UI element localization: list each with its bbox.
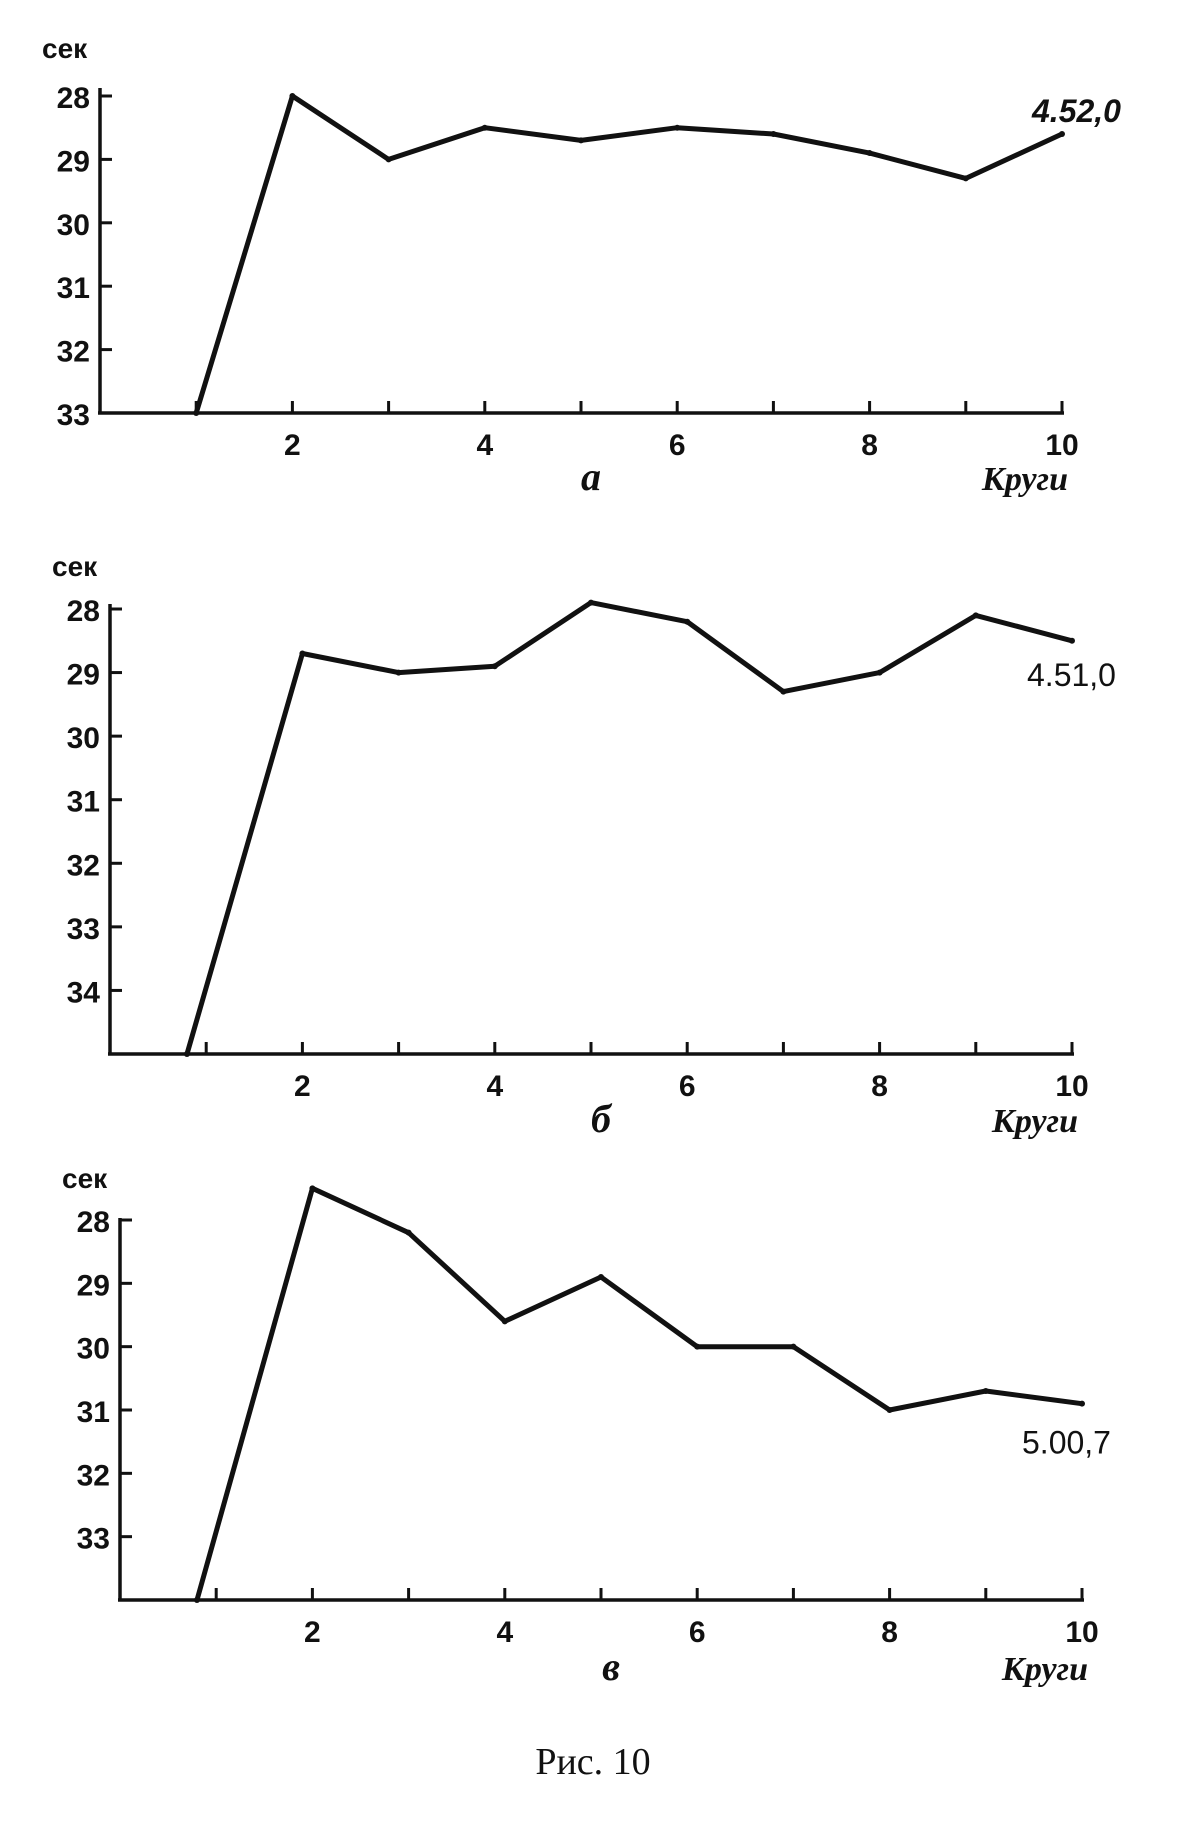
x-tick-label: 10 [1045, 429, 1078, 462]
data-point [886, 1407, 893, 1413]
x-tick-label: 8 [881, 1616, 898, 1649]
data-point [790, 1343, 797, 1350]
data-point [866, 150, 873, 157]
end-label: 4.52,0 [1031, 93, 1121, 129]
figure-caption: Рис. 10 [535, 1741, 651, 1783]
y-tick-label: 31 [57, 272, 90, 305]
x-tick-label: 6 [669, 429, 686, 462]
data-point [309, 1185, 316, 1192]
data-point [982, 1388, 989, 1394]
y-tick-label: 29 [57, 145, 90, 178]
data-point [193, 1597, 200, 1603]
y-axis-label: сек [42, 33, 88, 64]
data-point [385, 156, 392, 163]
y-tick-label: 30 [57, 209, 90, 242]
x-axis-label: Круги [1001, 1651, 1088, 1688]
y-tick-label: 33 [67, 913, 100, 946]
x-tick-label: 2 [294, 1070, 311, 1103]
panel-letter: в [602, 1644, 620, 1689]
data-point [694, 1343, 701, 1350]
data-point [588, 599, 594, 606]
x-axis-label: Круги [991, 1103, 1078, 1140]
x-axis-label: Круги [981, 461, 1068, 498]
y-tick-label: 34 [67, 976, 101, 1009]
series-line [194, 1185, 1085, 1603]
x-tick-label: 8 [871, 1070, 888, 1103]
series-line [193, 93, 1065, 416]
data-point [193, 410, 200, 416]
y-tick-label: 32 [67, 849, 100, 882]
data-point [972, 612, 979, 619]
data-point [481, 124, 488, 131]
data-point [684, 618, 691, 625]
x-tick-label: 10 [1055, 1070, 1088, 1103]
x-tick-label: 8 [861, 429, 878, 462]
data-point [1079, 1400, 1085, 1407]
data-point [289, 93, 296, 99]
y-tick-label: 31 [77, 1396, 110, 1429]
chart-panel-3: 28 29 30 31 32 33 2 4 6 8 10 сек Круги в 5.00,7 [62, 1163, 1111, 1689]
data-point [183, 1051, 190, 1057]
panel-letter: а [581, 454, 601, 499]
data-point [405, 1229, 412, 1236]
y-tick-label: 30 [77, 1333, 110, 1366]
data-point [876, 669, 883, 676]
x-tick-label: 10 [1065, 1616, 1098, 1649]
data-point [299, 650, 306, 657]
y-tick-label: 33 [57, 399, 90, 432]
end-label: 5.00,7 [1022, 1425, 1111, 1461]
x-tick-label: 2 [304, 1616, 321, 1649]
y-tick-label: 28 [77, 1206, 110, 1239]
data-point [780, 688, 787, 695]
data-point [578, 137, 584, 144]
chart-panel-2: 28 29 30 31 32 33 34 2 4 6 8 10 сек Круги б 4.51,0 [52, 551, 1116, 1141]
y-tick-label: 31 [67, 786, 100, 819]
y-tick-label: 32 [57, 336, 90, 369]
data-point [491, 663, 498, 670]
x-tick-label: 4 [486, 1070, 503, 1103]
data-point [1059, 131, 1065, 138]
y-axis-label: сек [62, 1163, 108, 1194]
data-point [770, 131, 777, 138]
end-label: 4.51,0 [1027, 657, 1116, 693]
panel-letter: б [591, 1096, 613, 1141]
x-tick-label: 2 [284, 429, 301, 462]
data-point [1069, 637, 1075, 644]
data-point [962, 175, 969, 182]
series-line [184, 600, 1075, 1057]
y-tick-label: 28 [57, 82, 90, 115]
x-tick-label: 4 [496, 1616, 513, 1649]
y-tick-label: 32 [77, 1459, 110, 1492]
data-point [395, 669, 402, 676]
data-point [598, 1274, 604, 1280]
y-tick-label: 33 [77, 1523, 110, 1556]
y-tick-label: 28 [67, 595, 100, 628]
y-axis-label: сек [52, 551, 98, 582]
x-tick-label: 6 [679, 1070, 696, 1103]
chart-panel-1: 28 29 30 31 32 33 2 4 6 8 10 сек Круги а 4.52,0 [42, 33, 1121, 499]
y-tick-label: 29 [67, 659, 100, 692]
x-tick-label: 4 [476, 429, 493, 462]
data-point [501, 1318, 508, 1325]
y-tick-label: 30 [67, 722, 100, 755]
data-point [674, 124, 681, 131]
x-tick-label: 6 [689, 1616, 706, 1649]
y-tick-label: 29 [77, 1269, 110, 1302]
